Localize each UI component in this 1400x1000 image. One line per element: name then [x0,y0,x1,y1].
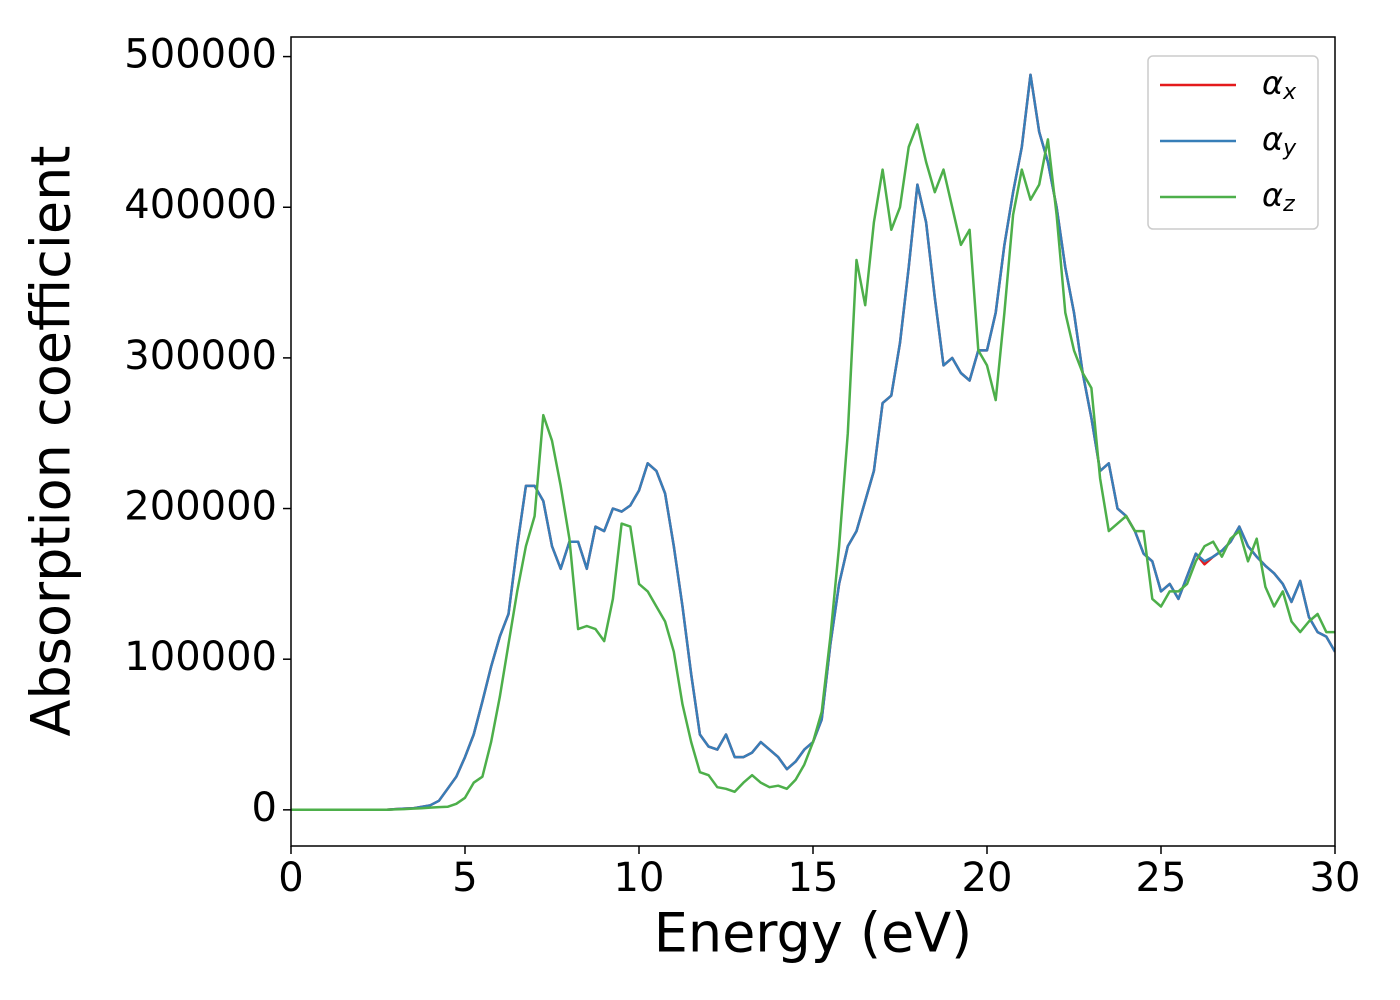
legend-label: αx [1262,64,1297,105]
y-tick-label: 400000 [124,182,277,228]
x-tick-label: 0 [278,855,303,901]
y-axis-label: Absorption coefficient [20,146,83,737]
legend-box [1147,55,1319,230]
y-tick-label: 100000 [124,634,277,680]
plot-frame [290,36,1336,847]
data-line [291,123,1335,812]
y-tick-label: 0 [252,785,277,831]
x-tick-label: 20 [962,855,1013,901]
x-tick-label: 30 [1310,855,1361,901]
x-axis-label: Energy (eV) [654,902,973,965]
y-tick-label: 300000 [124,333,277,379]
y-tick-label: 200000 [124,484,277,530]
x-tick-label: 5 [452,855,477,901]
legend-label: αz [1262,176,1295,217]
x-tick-label: 10 [614,855,665,901]
y-tick-label: 500000 [124,32,277,78]
legend-label: αy [1262,120,1297,161]
x-tick-label: 15 [788,855,839,901]
x-tick-label: 25 [1136,855,1187,901]
